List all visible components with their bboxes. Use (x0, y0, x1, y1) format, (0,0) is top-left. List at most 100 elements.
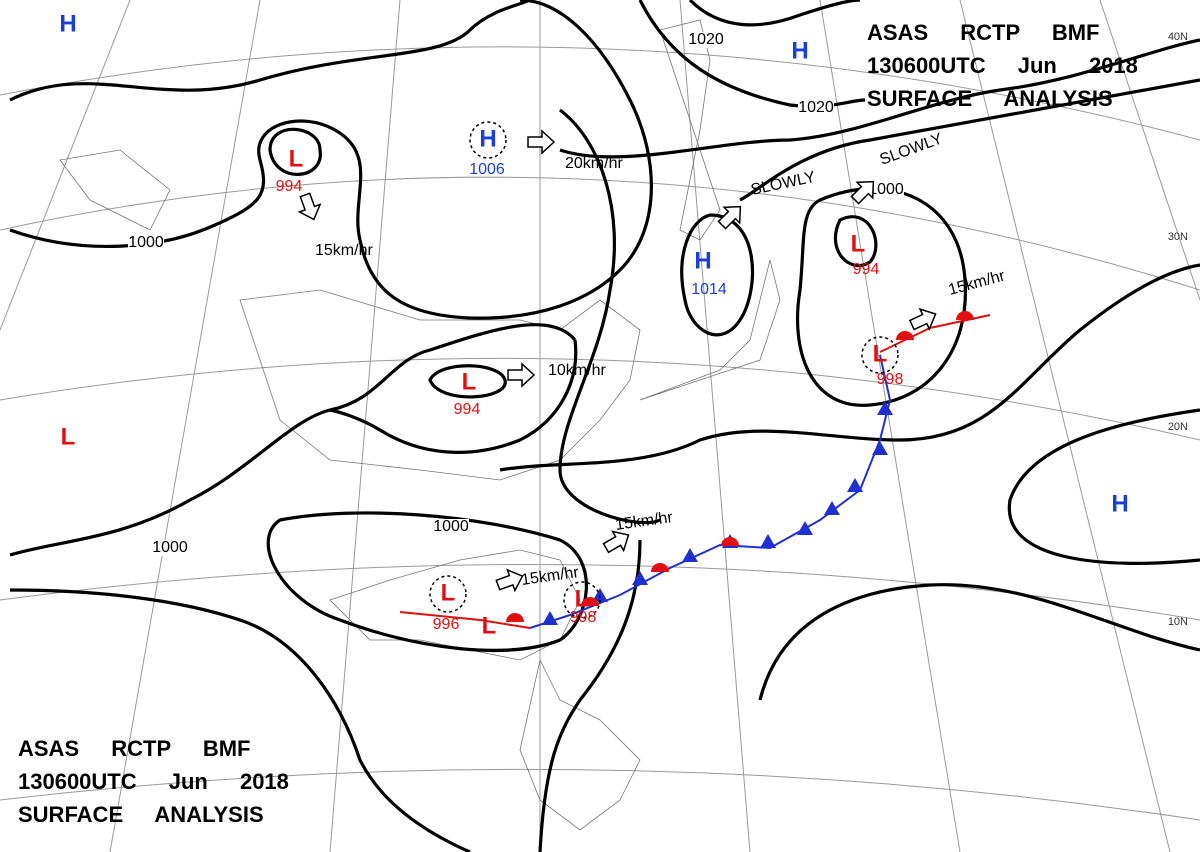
latitude-label: 30N (1168, 231, 1188, 243)
latitude-line (0, 357, 1200, 441)
isobar-label: 1020 (798, 99, 834, 116)
isobar (9, 0, 653, 320)
pressure-center-symbol: H (479, 125, 496, 152)
central-pressure: 1006 (469, 161, 505, 178)
cold-front-triangle (824, 501, 840, 515)
center-ring (429, 575, 467, 613)
isobar (559, 38, 1200, 159)
central-pressure: 996 (433, 616, 460, 633)
isobar (680, 213, 755, 337)
pressure-center-symbol: L (873, 340, 888, 367)
latitude-line (0, 176, 1200, 291)
isobar (329, 339, 578, 454)
isobar (795, 186, 967, 407)
pressure-center-symbol: L (289, 145, 304, 172)
isobar (9, 323, 577, 557)
isobar (9, 0, 531, 102)
isobar (1007, 408, 1200, 565)
label-bg (152, 540, 188, 556)
longitude-line (0, 0, 131, 331)
center-ring (563, 581, 601, 619)
cold-front-triangle (760, 534, 776, 548)
isobar-label: 1020 (688, 31, 724, 48)
coastline (239, 289, 641, 481)
cold-front-triangle (592, 588, 608, 602)
longitude-line (959, 0, 1171, 852)
cold-front-triangle (682, 548, 698, 562)
header-line: ASAS RCTP BMF (867, 20, 1100, 45)
warm-front-semicircle (956, 311, 974, 320)
central-pressure: 998 (877, 371, 904, 388)
coastline (519, 658, 641, 831)
isobar-label: 1000 (433, 518, 469, 535)
motion-arrow (850, 180, 875, 205)
warm-front-semicircle (581, 597, 599, 606)
pressure-center-symbol: H (1111, 490, 1128, 517)
label-bg (128, 235, 164, 251)
coastline (59, 149, 171, 231)
motion-arrow (908, 307, 937, 331)
isobar-label: 1000 (868, 181, 904, 198)
latitude-label: 10N (1168, 616, 1188, 628)
isobar-label: 1000 (152, 539, 188, 556)
fronts (399, 311, 991, 629)
longitude-line (819, 0, 961, 852)
header-line: ASAS RCTP BMF (18, 736, 251, 761)
motion-label: 15km/hr (315, 242, 373, 259)
isobar-label: 1000 (128, 234, 164, 251)
longitude-line (1099, 0, 1200, 301)
latitude-label: 40N (1168, 31, 1188, 43)
latitude-label: 20N (1168, 421, 1188, 433)
motion-arrow (495, 568, 524, 593)
label-bg (433, 519, 469, 535)
isobar (268, 127, 322, 176)
pressure-center-symbol: L (441, 579, 456, 606)
warm-front (399, 611, 531, 629)
header-line: 130600UTC Jun 2018 (867, 53, 1138, 78)
central-pressure: 998 (570, 609, 597, 626)
coastline (639, 259, 781, 401)
motion-arrow (602, 530, 630, 554)
header-line: SURFACE ANALYSIS (18, 802, 264, 827)
center-ring (469, 121, 507, 159)
isobars (9, 0, 1200, 852)
label-bg (798, 100, 834, 116)
latitude-line (0, 768, 1200, 821)
isobar (558, 108, 661, 525)
pressure-center-symbol: L (462, 368, 477, 395)
cold-front-triangle (877, 401, 893, 415)
longitude-line (109, 0, 261, 852)
pressure-center-symbol: H (694, 247, 711, 274)
header-line: SURFACE ANALYSIS (867, 86, 1113, 111)
pressure-center-symbol: L (851, 230, 866, 257)
center-ring (861, 336, 899, 374)
warm-front-semicircle (721, 537, 739, 546)
pressure-center-symbol: H (791, 37, 808, 64)
label-bg (688, 32, 724, 48)
warm-front-semicircle (651, 563, 669, 572)
isobar (499, 263, 1200, 472)
motion-arrow (527, 129, 556, 155)
warm-front-semicircle (506, 613, 524, 622)
isobar (833, 215, 878, 268)
central-pressure: 1014 (691, 281, 727, 298)
motion-label: 20km/hr (565, 155, 623, 172)
pressure-center-symbol: L (482, 612, 497, 639)
isobar (9, 588, 471, 852)
central-pressure: 994 (276, 178, 303, 195)
cold-front-triangle (847, 478, 863, 492)
central-pressure: 994 (454, 401, 481, 418)
cold-front-triangle (632, 571, 648, 585)
pressure-center-symbol: L (575, 585, 590, 612)
motion-arrow (717, 205, 742, 230)
pressure-center-symbol: L (61, 423, 76, 450)
cold-front-triangle (797, 521, 813, 535)
warm-front-semicircle (896, 331, 914, 340)
header-line: 130600UTC Jun 2018 (18, 769, 289, 794)
central-pressure: 994 (853, 261, 880, 278)
motion-arrow (297, 192, 322, 221)
coastlines (59, 19, 781, 831)
label-bg (868, 182, 904, 198)
